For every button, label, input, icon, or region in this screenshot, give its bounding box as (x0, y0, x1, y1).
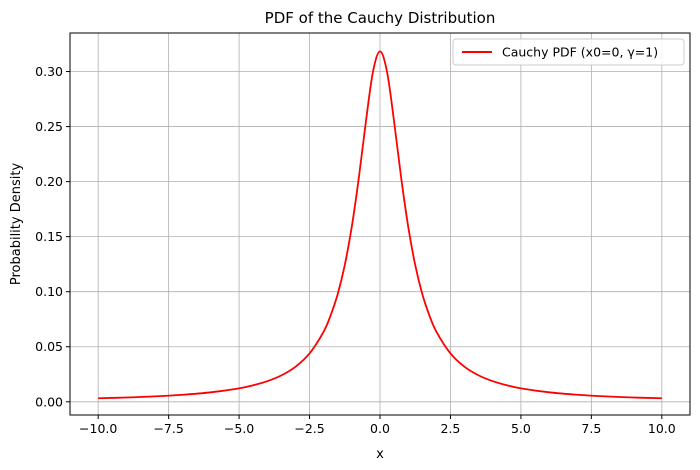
y-tick-label: 0.20 (35, 174, 63, 189)
legend: Cauchy PDF (x0=0, γ=1) (452, 38, 685, 66)
y-axis-label: Probability Density (9, 163, 24, 286)
x-tick-label: 7.5 (581, 421, 601, 436)
y-tick-label: 0.10 (35, 284, 63, 299)
plot-area (98, 50, 662, 400)
grid (70, 33, 690, 415)
y-tick-label: 0.25 (35, 119, 63, 134)
y-tick-label: 0.00 (35, 394, 63, 409)
series-line (98, 50, 662, 400)
x-tick-label: 10.0 (648, 421, 676, 436)
legend-box (452, 38, 685, 66)
x-tick-label: 0.0 (370, 421, 390, 436)
y-tick-label: 0.30 (35, 64, 63, 79)
x-tick-label: 5.0 (511, 421, 531, 436)
x-axis: −10.0 −7.5 −5.0 −2.5 0.0 2.5 5.0 7.5 10.0 (79, 415, 676, 436)
x-tick-label: −5.0 (224, 421, 254, 436)
x-tick-label: 2.5 (441, 421, 461, 436)
x-tick-label: −7.5 (153, 421, 183, 436)
x-tick-label: −2.5 (294, 421, 324, 436)
y-tick-label: 0.15 (35, 229, 63, 244)
chart-title: PDF of the Cauchy Distribution (265, 9, 496, 27)
y-axis: 0.00 0.05 0.10 0.15 0.20 0.25 0.30 (35, 64, 70, 409)
x-tick-label: −10.0 (79, 421, 117, 436)
legend-label: Cauchy PDF (x0=0, γ=1) (502, 45, 658, 60)
x-axis-label: x (376, 447, 384, 462)
y-tick-label: 0.05 (35, 339, 63, 354)
